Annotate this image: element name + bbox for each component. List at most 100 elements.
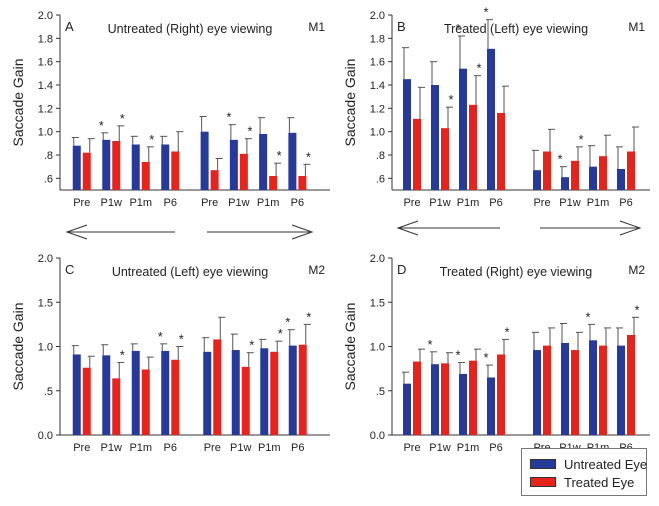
panel-c-bar-untreated bbox=[131, 350, 140, 435]
panel-c-bar-treated bbox=[112, 378, 121, 435]
panel-b-bar-untreated bbox=[431, 85, 439, 190]
panel-b-y-label: Saccade Gain bbox=[342, 59, 358, 147]
panel-d-bar-treated bbox=[469, 360, 477, 435]
panel-c-x-tick-label: P6 bbox=[291, 442, 304, 454]
panel-b-bar-treated bbox=[413, 118, 421, 190]
panel-a-significance-star: * bbox=[277, 148, 282, 163]
panel-d: 2.0 1.5 1.0 .5 0.0 Saccade Gain D Treated (Righ… bbox=[342, 253, 650, 454]
panel-a-bar-untreated bbox=[131, 144, 140, 190]
legend: Untreated Eye Treated Eye bbox=[521, 448, 647, 496]
panel-a-bar-treated bbox=[82, 152, 91, 190]
panel-b-left-arrow-head bbox=[396, 220, 419, 236]
panel-c-y-tick-label: 1.5 bbox=[38, 297, 53, 309]
legend-label-untreated: Untreated Eye bbox=[564, 456, 648, 472]
panel-d-y-label: Saccade Gain bbox=[342, 303, 358, 391]
panel-a-bar-treated bbox=[269, 176, 278, 190]
panel-b-bar-treated bbox=[441, 128, 449, 190]
panel-b-y-tick-label: 1.0 bbox=[370, 127, 385, 139]
panel-b-x-tick-label: P1w bbox=[429, 197, 450, 209]
panel-d-bar-treated bbox=[441, 363, 449, 435]
panel-b-left-arrow bbox=[396, 220, 500, 236]
panel-b-bar-untreated bbox=[561, 177, 569, 190]
panel-c-significance-star: * bbox=[179, 332, 184, 347]
panel-b-y-tick-label: 1.4 bbox=[370, 80, 385, 92]
panel-b-significance-star: * bbox=[455, 21, 460, 36]
panel-a: 2.0 1.8 1.6 1.4 1.2 1.0 .8 .6 Saccade Gain A Untre… bbox=[10, 10, 330, 209]
panel-b-bar-untreated bbox=[589, 166, 597, 190]
panel-c-y-tick-label: 0.0 bbox=[38, 430, 53, 442]
panel-b-y-tick-label: 1.2 bbox=[370, 103, 385, 115]
panel-d-x-tick-label: P1w bbox=[429, 442, 450, 454]
panel-a-y-tick-label: 1.0 bbox=[38, 127, 53, 139]
panel-d-significance-star: * bbox=[483, 350, 488, 365]
panel-a-y-tick-label: .6 bbox=[44, 173, 53, 185]
panel-a-x-tick-label: P1w bbox=[101, 197, 122, 209]
panel-c-bar-treated bbox=[171, 359, 180, 435]
panel-a-bar-untreated bbox=[259, 134, 268, 190]
panel-d-bar-untreated bbox=[533, 350, 541, 435]
panel-b-monkey-label: M1 bbox=[628, 20, 645, 34]
panel-a-x-tick-label: P1m bbox=[257, 197, 280, 209]
legend-swatch-treated bbox=[530, 477, 556, 487]
panel-a-title: Untreated (Right) eye viewing bbox=[108, 22, 273, 36]
panel-a-bar-treated bbox=[112, 141, 121, 190]
panel-a-x-tick-label: P6 bbox=[164, 197, 177, 209]
panel-d-significance-star: * bbox=[585, 309, 590, 324]
legend-label-treated: Treated Eye bbox=[564, 474, 635, 490]
panel-a-significance-star: * bbox=[306, 149, 311, 164]
panel-d-bar-treated bbox=[571, 350, 579, 435]
panel-c-bar-treated bbox=[241, 366, 250, 435]
panel-d-bar-untreated bbox=[431, 364, 439, 435]
panel-d-bar-untreated bbox=[459, 373, 467, 435]
panel-a-y-tick-label: 1.8 bbox=[38, 33, 53, 45]
panel-d-significance-star: * bbox=[634, 302, 639, 317]
panel-d-letter: D bbox=[397, 262, 406, 277]
panel-b-title: Treated (Left) eye viewing bbox=[444, 22, 588, 36]
panel-d-x-tick-label: P6 bbox=[489, 442, 502, 454]
legend-item-treated: Treated Eye bbox=[530, 474, 635, 490]
panel-a-y-tick-label: 1.4 bbox=[38, 80, 53, 92]
panel-a-bar-untreated bbox=[102, 139, 111, 190]
panel-a-bar-treated bbox=[171, 151, 180, 190]
panel-b-x-tick-label: P1m bbox=[457, 197, 480, 209]
panel-b-bar-untreated bbox=[403, 79, 411, 190]
panel-c-x-tick-label: P6 bbox=[164, 442, 177, 454]
panel-c-bar-untreated bbox=[161, 350, 170, 435]
panel-a-significance-star: * bbox=[149, 132, 154, 147]
panel-a-bar-treated bbox=[141, 162, 150, 190]
panel-a-bar-treated bbox=[298, 176, 307, 190]
panel-a-x-tick-label: Pre bbox=[201, 197, 218, 209]
panel-c: 2.0 1.5 1.0 .5 0.0 Saccade Gain C Untreated (Le… bbox=[10, 253, 330, 454]
panel-d-y-tick-label: 1.0 bbox=[370, 342, 385, 354]
panel-c-bar-treated bbox=[213, 339, 222, 435]
panel-a-significance-star: * bbox=[120, 111, 125, 126]
panel-b-x-tick-label: P1m bbox=[587, 197, 610, 209]
panel-d-title: Treated (Right) eye viewing bbox=[440, 265, 592, 279]
panel-c-monkey-label: M2 bbox=[308, 263, 325, 277]
panel-c-x-tick-label: P1w bbox=[101, 442, 122, 454]
panel-a-right-arrow-head bbox=[291, 224, 314, 240]
panel-a-y-label: Saccade Gain bbox=[10, 59, 26, 147]
panel-d-significance-star: * bbox=[455, 347, 460, 362]
panel-d-monkey-label: M2 bbox=[628, 263, 645, 277]
panel-d-x-tick-label: Pre bbox=[403, 442, 420, 454]
panel-b-y-tick-label: .8 bbox=[376, 150, 385, 162]
panel-d-bar-treated bbox=[627, 334, 635, 435]
panel-c-bar-treated bbox=[141, 369, 150, 435]
panel-a-bar-untreated bbox=[72, 145, 81, 190]
panel-b-significance-star: * bbox=[557, 152, 562, 167]
panel-b-bar-untreated bbox=[533, 170, 541, 190]
panel-a-bar-untreated bbox=[200, 131, 209, 190]
panel-c-bar-untreated bbox=[102, 355, 111, 435]
panel-b-x-tick-label: P6 bbox=[619, 197, 632, 209]
panel-a-letter: A bbox=[65, 19, 74, 34]
panel-d-bar-untreated bbox=[561, 342, 569, 435]
panel-a-x-tick-label: P1w bbox=[228, 197, 249, 209]
panel-d-bar-untreated bbox=[589, 340, 597, 435]
panel-c-bar-treated bbox=[298, 344, 307, 435]
panel-a-y-tick-label: 1.2 bbox=[38, 103, 53, 115]
panel-b-significance-star: * bbox=[476, 61, 481, 76]
panel-c-significance-star: * bbox=[120, 347, 125, 362]
panel-b-right-arrow bbox=[540, 220, 642, 236]
panel-d-bar-untreated bbox=[403, 383, 411, 435]
